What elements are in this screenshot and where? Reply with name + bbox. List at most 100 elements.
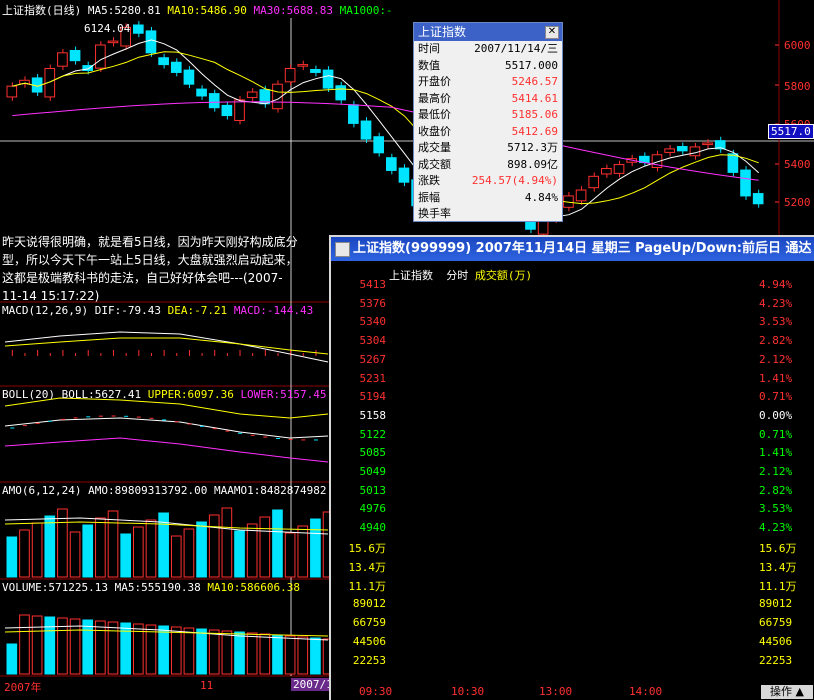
intraday-right-axis-label: 0.71% [759,390,793,404]
intraday-window[interactable]: 上证指数(999999) 2007年11月14日 星期三 PageUp/Down… [329,235,814,700]
intraday-left-axis-label: 4940 [359,521,387,535]
intraday-left-axis-label: 5340 [359,315,387,329]
volume-bar [297,636,309,675]
intraday-right-axis-label: 2.82% [759,334,793,348]
info-row: 最低价 5185.06 [414,107,562,124]
info-row-label: 涨跌 [418,174,440,187]
candle-body [44,68,56,98]
boll-lower-line [4,437,329,463]
ma10-line [12,51,759,205]
price-axis-5200: 5200 [784,196,811,209]
intraday-left-axis-label: 4976 [359,502,387,516]
candle-body [120,26,131,47]
volume-bar [107,621,119,675]
intraday-title: 上证指数(999999) 2007年11月14日 星期三 PageUp/Down… [353,241,812,256]
intraday-right-axis-label: 1.41% [759,371,793,385]
intraday-right-axis-label: 2.82% [759,483,793,497]
amo-bar [183,528,195,578]
amo-bar [57,508,68,578]
candle-body [310,69,321,73]
volume-bar [95,620,106,675]
intraday-time-label: 09:30 [359,685,393,698]
amo-ma2-line [4,521,329,531]
info-row-label: 换手率 [418,207,451,220]
candle-body [398,167,410,183]
volume-bar [82,619,94,675]
amo-bar [284,532,296,578]
intraday-right-axis-label: 4.23% [759,296,793,310]
info-row-label: 收盘价 [418,124,451,138]
intraday-vol-axis-label: 22253 [352,654,386,667]
intraday-vol-axis-label: 44506 [352,635,386,648]
amo-header: AMO(6,12,24) AMO:89809313792.00 MAAMO1:8… [2,484,327,497]
info-row-value: 5246.57 [511,75,558,88]
cursor-date: 2007/1 [291,678,335,691]
ma1000-value: MA1000:- [339,4,393,17]
candle-body [752,193,764,205]
candle-body [322,69,334,89]
candle-body [727,153,739,173]
info-row: 振幅 4.84% [414,190,562,207]
amo-bar [259,516,271,578]
intraday-left-axis-label: 5122 [359,427,387,441]
axis-year: 2007年 [4,681,42,694]
candle-body [676,146,688,152]
ma30-line [12,101,759,181]
menu-button[interactable]: 操作 ▲ [761,685,813,699]
macd-dif: DIF:-79.43 [94,304,161,317]
intraday-right-axis-label: 4.94% [759,278,793,291]
window-app-icon [335,242,350,257]
intraday-right-axis-label: 2.12% [759,352,793,366]
volume-bar [120,622,131,675]
dea-line [4,337,329,355]
intraday-titlebar[interactable]: 上证指数(999999) 2007年11月14日 星期三 PageUp/Down… [331,237,814,261]
amo-name: AMO(6,12,24) [2,484,82,497]
info-row-label: 成交量 [418,141,451,154]
close-icon[interactable]: ✕ [545,26,559,39]
candle-body [284,68,296,83]
boll-mid: BOLL:5627.41 [61,388,142,401]
amo-bar [120,533,131,578]
amo-bar [44,515,56,578]
info-row: 收盘价 5412.69 [414,124,562,141]
volume-bar [272,634,283,675]
volume-bar [44,616,56,675]
info-row-label: 最低价 [418,108,451,121]
intraday-left-axis-label: 5376 [359,296,387,310]
intraday-vol-axis-label: 66759 [352,616,386,629]
candle-body [69,49,81,62]
info-row: 流通股 [414,223,562,240]
candle-body [651,154,663,168]
intraday-left-axis-label: 5194 [359,390,387,404]
candle-body [360,120,372,140]
volume-bar [145,624,157,675]
volume-bar [246,632,258,675]
volume-bar [31,615,43,675]
intraday-legend-period: 分时 [446,269,469,282]
info-row-value: 898.09亿 [507,157,558,171]
info-window-titlebar[interactable]: 上证指数 ✕ [414,23,562,41]
amo-bar [6,536,18,578]
quote-info-window[interactable]: 上证指数 ✕ 时间 2007/11/14/三 数值 5517.000 开盘价 5246.5… [413,22,563,237]
volume-bar [183,627,195,675]
intraday-left-axis-label: 5013 [359,483,387,497]
info-row-value: 5185.06 [511,108,558,121]
macd-dea: DEA:-7.21 [167,304,228,317]
info-row: 成交额 898.09亿 [414,157,562,174]
volume-ma10: MA10:586606.38 [207,581,301,594]
amo-bar [82,524,94,578]
info-row-label: 流通股 [418,223,451,237]
info-row-label: 时间 [418,42,440,55]
volume-bar [170,626,182,675]
candle-body [714,140,726,150]
intraday-vol-axis-label: 11.1万 [348,580,387,593]
current-price-tag: 5517.0 [768,124,814,139]
candle-body [601,167,612,175]
info-row: 数值 5517.000 [414,58,562,75]
amo-bar [158,512,169,578]
info-row-label: 振幅 [418,190,440,204]
info-row: 时间 2007/11/14/三 [414,41,562,58]
maamo1-value: MAAMO1:8482874982 [213,484,327,497]
volume-name: VOLUME:571225.13 [2,581,108,594]
info-row-value: 5412.69 [511,124,558,138]
